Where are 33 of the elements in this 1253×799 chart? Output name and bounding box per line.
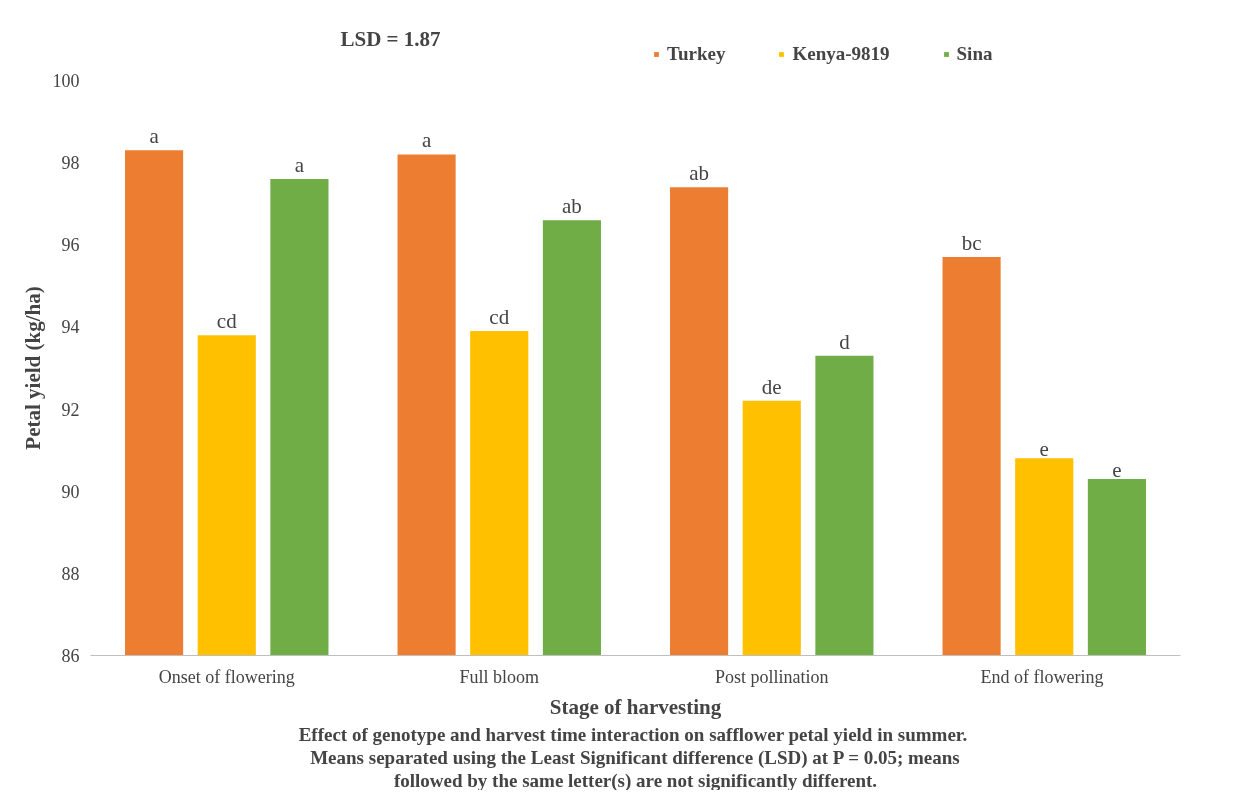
data-label: cd	[489, 305, 510, 330]
x-tick-label: Onset of flowering	[158, 666, 295, 687]
y-axis-title: Petal yield (kg/ha)	[20, 286, 45, 450]
data-label: a	[149, 124, 160, 149]
y-tick-label: 90	[61, 481, 80, 502]
data-label: bc	[961, 231, 982, 256]
legend-label: Kenya-9819	[792, 43, 890, 65]
text: Means separated using the Least Significant difference (LSD) at P = 0.05; means	[310, 746, 960, 769]
data-label: e	[1039, 437, 1049, 462]
y-tick-label: 92	[61, 399, 80, 420]
y-tick-label: 96	[61, 235, 80, 256]
y-tick-label: 100	[52, 71, 80, 91]
data-label: de	[761, 374, 782, 399]
x-tick-label: End of flowering	[980, 666, 1104, 687]
text: Effect of genotype and harvest time interaction on safflower petal yield in summer.	[298, 723, 968, 745]
y-tick-label: 98	[61, 153, 80, 174]
data-label: ab	[689, 161, 709, 186]
data-label: a	[294, 153, 305, 178]
legend-label: Sina	[956, 43, 993, 65]
data-label: ab	[562, 194, 582, 219]
data-label: a	[421, 128, 432, 153]
y-tick-label: 94	[61, 317, 80, 338]
text: LSD = 1.87	[340, 26, 441, 51]
data-label: e	[1112, 457, 1122, 482]
text: followed by the same letter(s) are not significantly different.	[393, 769, 878, 792]
x-axis-title: Stage of harvesting	[549, 694, 722, 719]
data-label: cd	[216, 309, 238, 334]
legend-label: Turkey	[667, 43, 726, 65]
x-tick-label: Full bloom	[459, 666, 540, 687]
x-tick-label: Post pollination	[714, 666, 829, 687]
y-tick-label: 88	[61, 563, 80, 584]
y-tick-label: 86	[61, 646, 80, 666]
data-label: d	[839, 329, 851, 354]
